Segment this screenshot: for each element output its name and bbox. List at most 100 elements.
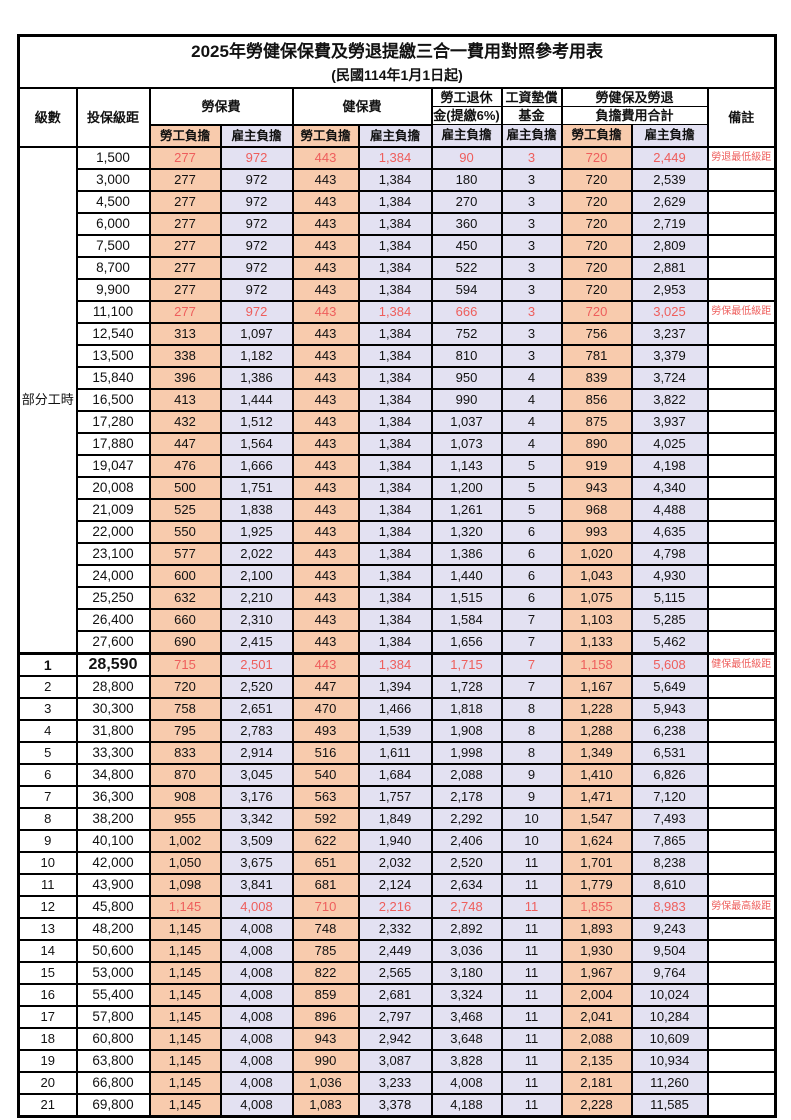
health-insurance-employer-cell: 1,757: [357, 784, 433, 809]
labor-insurance-employer-cell: 4,008: [219, 1026, 294, 1051]
salary-bracket-cell: 34,800: [75, 762, 151, 787]
level-cell: 2: [17, 674, 78, 699]
wage-arrears-fund-employer-cell: 11: [500, 850, 563, 875]
labor-insurance-employer-cell: 1,182: [219, 343, 294, 368]
health-insurance-employer-cell: 2,332: [357, 916, 433, 941]
salary-bracket-cell: 13,500: [75, 343, 151, 368]
pension-employer-cell: 270: [430, 189, 503, 214]
table-row: 7,500 277 972 443 1,384 450 3 720 2,809: [19, 233, 777, 258]
labor-insurance-employer-cell: 972: [219, 211, 294, 236]
health-insurance-employee-cell: 443: [291, 299, 360, 324]
labor-insurance-employer-cell: 4,008: [219, 1004, 294, 1029]
subheader-wage-fund-employer: 雇主負擔: [500, 124, 563, 148]
health-insurance-employee-cell: 443: [291, 343, 360, 368]
labor-insurance-employer-cell: 3,045: [219, 762, 294, 787]
remark-cell: [706, 1026, 777, 1051]
pension-employer-cell: 3,324: [430, 982, 503, 1007]
salary-bracket-cell: 63,800: [75, 1048, 151, 1073]
labor-insurance-employee-cell: 396: [148, 365, 222, 390]
pension-employer-cell: 1,143: [430, 453, 503, 478]
column-group-total-line1: 勞健保及勞退: [560, 87, 709, 107]
health-insurance-employee-cell: 493: [291, 718, 360, 743]
health-insurance-employer-cell: 1,384: [357, 409, 433, 434]
total-employer-cell: 11,260: [630, 1070, 709, 1095]
health-insurance-employee-cell: 622: [291, 828, 360, 853]
table-row: 11 43,900 1,098 3,841 681 2,124 2,634 11 1,779 8,…: [17, 872, 777, 897]
pension-employer-cell: 990: [430, 387, 503, 412]
table-row: 25,250 632 2,210 443 1,384 1,515 6 1,075 5,115: [19, 585, 777, 610]
labor-insurance-employee-cell: 277: [148, 277, 222, 302]
total-employer-cell: 2,881: [630, 255, 709, 280]
total-employer-cell: 7,493: [630, 806, 709, 831]
health-insurance-employee-cell: 540: [291, 762, 360, 787]
health-insurance-employee-cell: 443: [291, 277, 360, 302]
health-insurance-employee-cell: 447: [291, 674, 360, 699]
total-employer-cell: 2,809: [630, 233, 709, 258]
health-insurance-employee-cell: 710: [291, 894, 360, 919]
salary-bracket-cell: 26,400: [75, 607, 151, 632]
column-group-wage-fund-line2: 基金: [500, 106, 563, 125]
column-header-remark: 備註: [706, 87, 777, 148]
health-insurance-employee-cell: 822: [291, 960, 360, 985]
health-insurance-employer-cell: 1,384: [357, 167, 433, 192]
total-employee-cell: 1,779: [560, 872, 633, 897]
table-row: 19,047 476 1,666 443 1,384 1,143 5 919 4,198: [19, 453, 777, 478]
salary-bracket-cell: 36,300: [75, 784, 151, 809]
level-cell: 16: [17, 982, 78, 1007]
pension-employer-cell: 1,440: [430, 563, 503, 588]
total-employee-cell: 943: [560, 475, 633, 500]
wage-arrears-fund-employer-cell: 3: [500, 299, 563, 324]
pension-employer-cell: 1,515: [430, 585, 503, 610]
health-insurance-employer-cell: 1,384: [357, 629, 433, 654]
labor-insurance-employee-cell: 1,002: [148, 828, 222, 853]
labor-insurance-employee-cell: 632: [148, 585, 222, 610]
total-employee-cell: 720: [560, 211, 633, 236]
level-cell: 13: [17, 916, 78, 941]
table-row: 21,009 525 1,838 443 1,384 1,261 5 968 4,488: [19, 497, 777, 522]
wage-arrears-fund-employer-cell: 11: [500, 916, 563, 941]
labor-insurance-employee-cell: 908: [148, 784, 222, 809]
health-insurance-employer-cell: 1,849: [357, 806, 433, 831]
salary-bracket-cell: 48,200: [75, 916, 151, 941]
salary-bracket-cell: 8,700: [75, 255, 151, 280]
health-insurance-employer-cell: 1,384: [357, 651, 433, 677]
health-insurance-employee-cell: 1,036: [291, 1070, 360, 1095]
remark-cell: [706, 1004, 777, 1029]
labor-insurance-employee-cell: 715: [148, 651, 222, 677]
health-insurance-employer-cell: 3,087: [357, 1048, 433, 1073]
labor-insurance-employer-cell: 2,520: [219, 674, 294, 699]
remark-cell: [706, 211, 777, 236]
table-row: 1 28,590 715 2,501 443 1,384 1,715 7 1,158 5,608 健…: [17, 651, 777, 677]
total-employer-cell: 10,609: [630, 1026, 709, 1051]
labor-insurance-employer-cell: 972: [219, 299, 294, 324]
wage-arrears-fund-employer-cell: 8: [500, 740, 563, 765]
remark-cell: [706, 189, 777, 214]
total-employee-cell: 1,930: [560, 938, 633, 963]
labor-insurance-employer-cell: 3,342: [219, 806, 294, 831]
labor-insurance-employee-cell: 1,145: [148, 938, 222, 963]
salary-bracket-cell: 19,047: [75, 453, 151, 478]
pension-employer-cell: 1,320: [430, 519, 503, 544]
pension-employer-cell: 4,008: [430, 1070, 503, 1095]
pension-employer-cell: 752: [430, 321, 503, 346]
total-employee-cell: 1,133: [560, 629, 633, 654]
labor-insurance-employer-cell: 1,925: [219, 519, 294, 544]
table-row: 5 33,300 833 2,914 516 1,611 1,998 8 1,349 6,531: [17, 740, 777, 765]
table-row: 6 34,800 870 3,045 540 1,684 2,088 9 1,410 6,826: [17, 762, 777, 787]
column-group-pension-line1: 勞工退休: [430, 87, 503, 107]
level-cell: 9: [17, 828, 78, 853]
wage-arrears-fund-employer-cell: 7: [500, 651, 563, 677]
labor-insurance-employee-cell: 277: [148, 299, 222, 324]
total-employer-cell: 4,340: [630, 475, 709, 500]
health-insurance-employee-cell: 681: [291, 872, 360, 897]
total-employer-cell: 5,285: [630, 607, 709, 632]
health-insurance-employer-cell: 1,384: [357, 365, 433, 390]
level-cell: 10: [17, 850, 78, 875]
health-insurance-employee-cell: 651: [291, 850, 360, 875]
remark-cell: [706, 497, 777, 522]
level-cell: 4: [17, 718, 78, 743]
salary-bracket-cell: 11,100: [75, 299, 151, 324]
pension-employer-cell: 360: [430, 211, 503, 236]
remark-cell: [706, 982, 777, 1007]
health-insurance-employer-cell: 2,449: [357, 938, 433, 963]
